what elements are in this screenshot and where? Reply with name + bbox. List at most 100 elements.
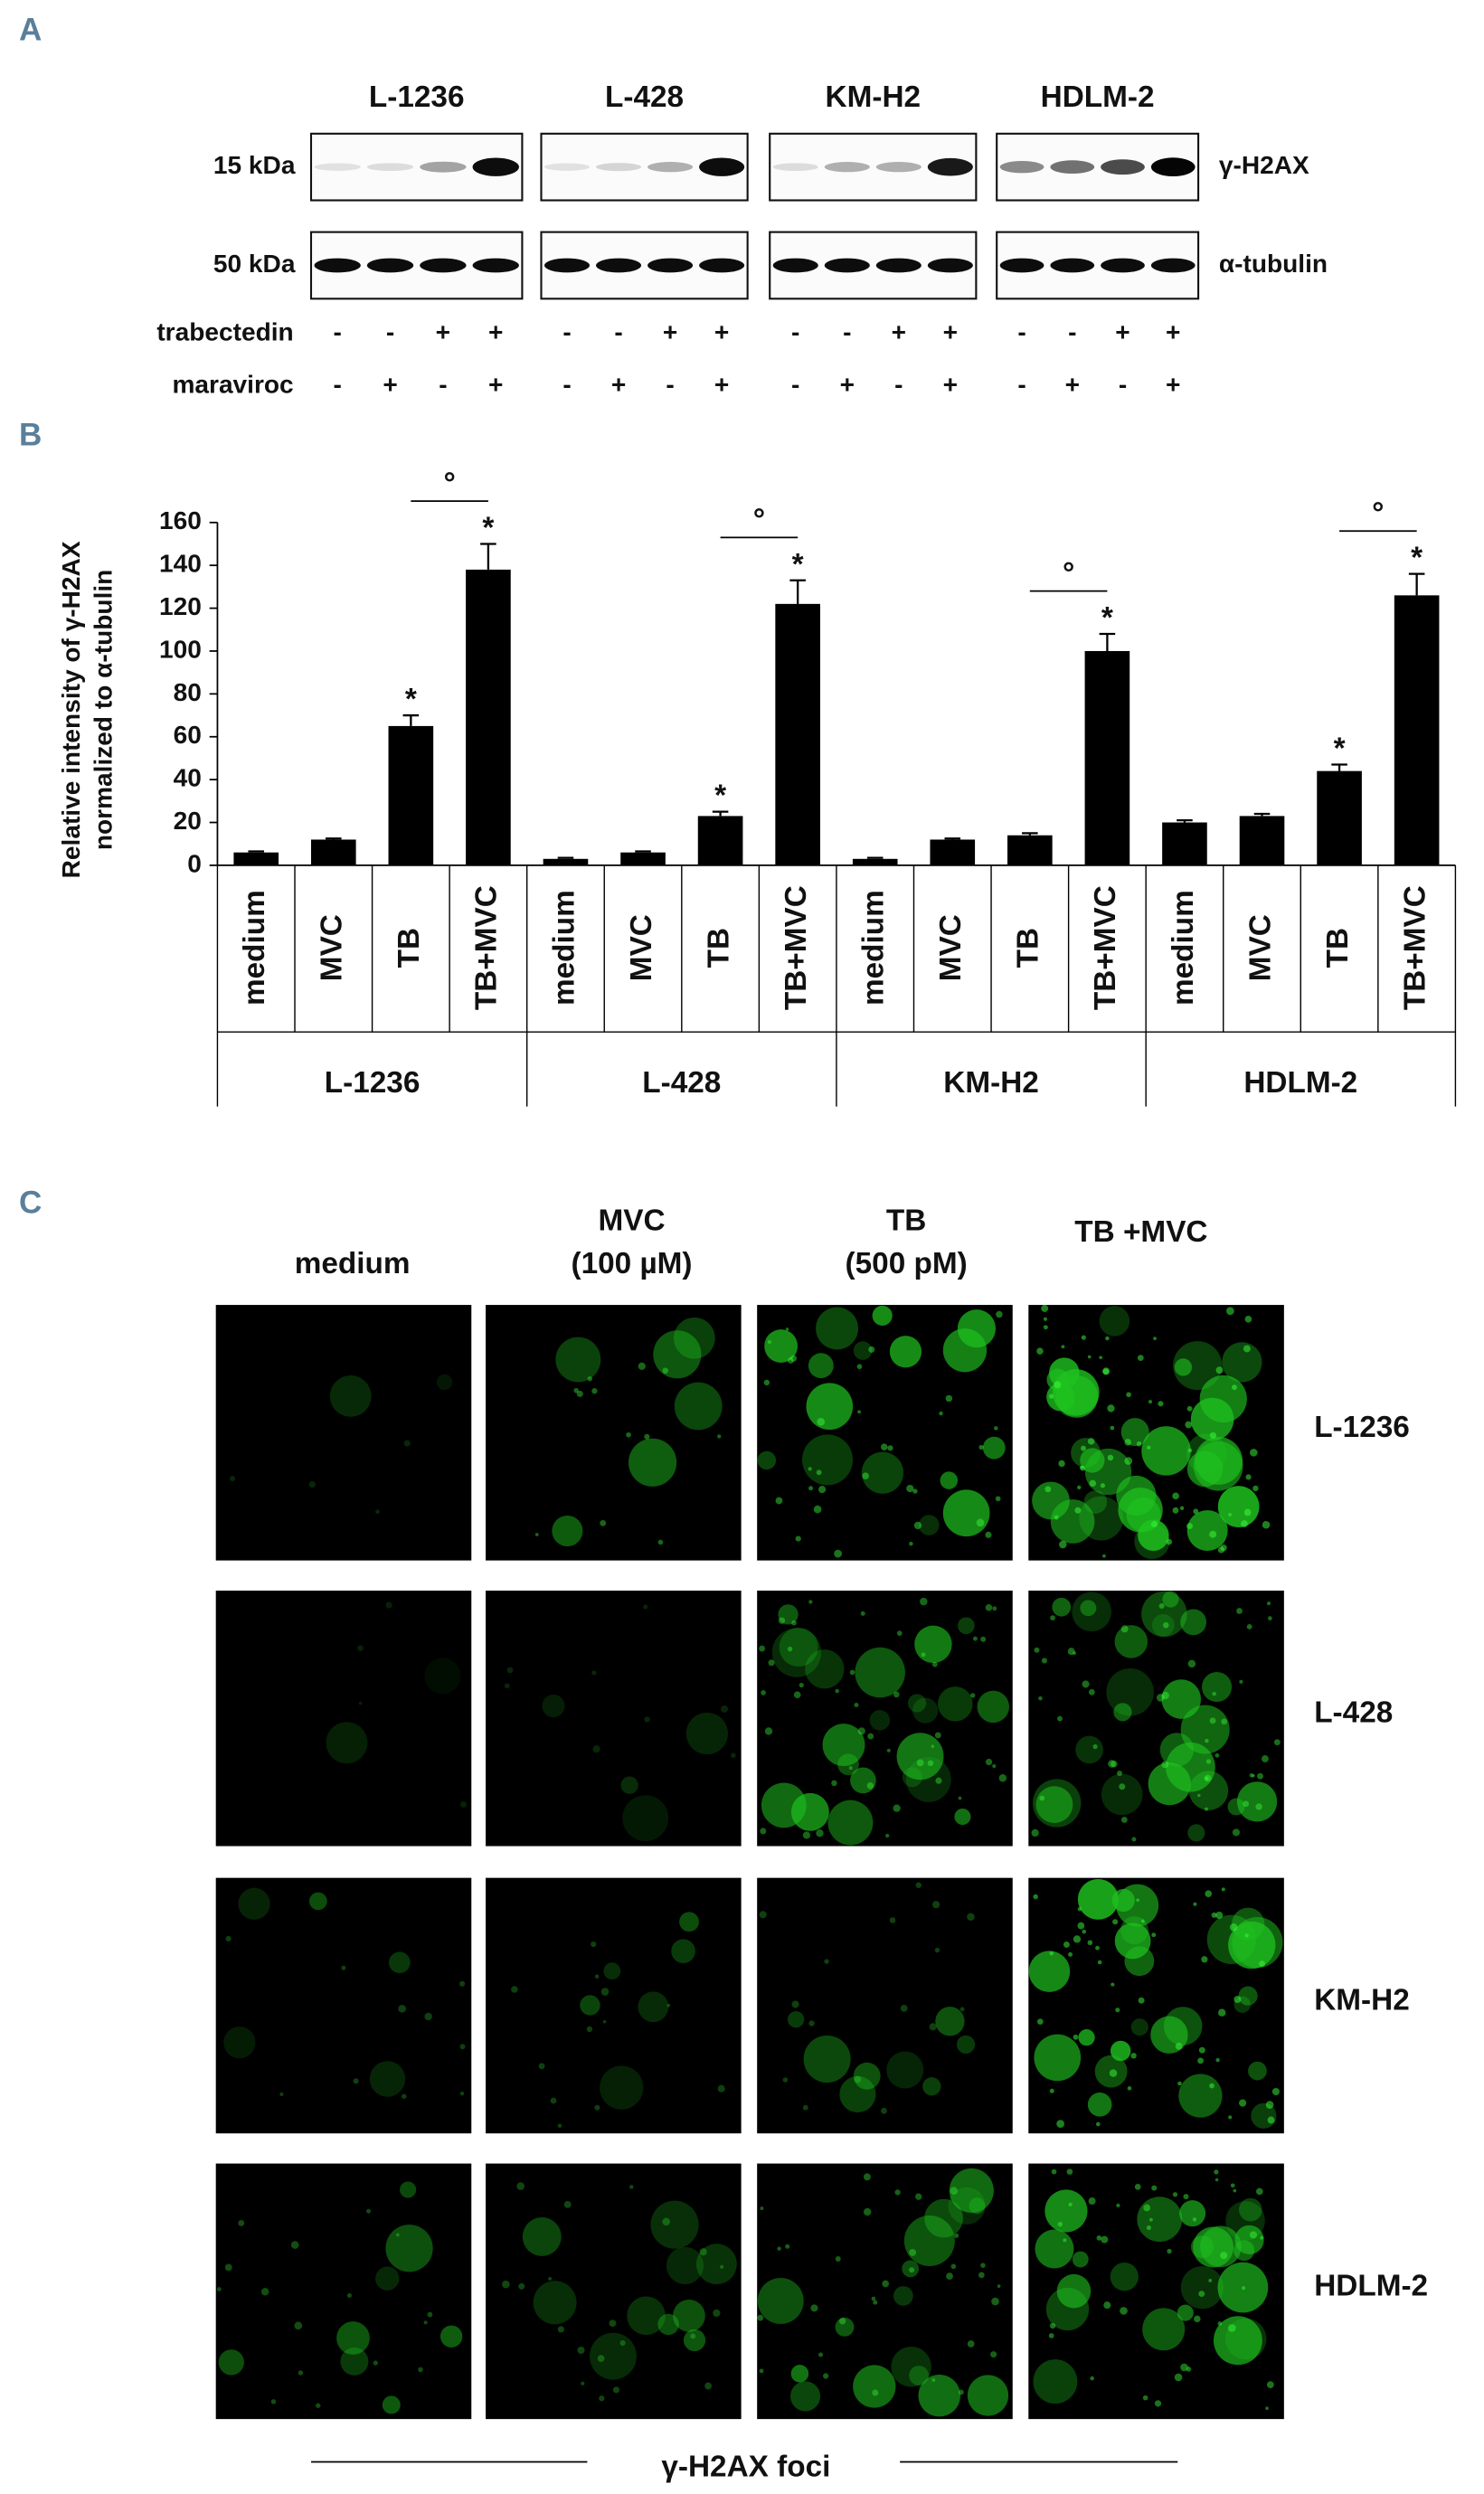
focus [511,1986,518,1993]
nucleus [1114,1625,1148,1658]
focus [1111,1761,1118,1768]
focus [731,1752,736,1759]
focus [1241,1520,1248,1527]
focus [1205,1890,1213,1898]
focus [1201,1956,1208,1963]
focus [862,1472,869,1480]
focus [1186,1523,1193,1530]
focus [713,2309,721,2318]
bar [1007,835,1053,865]
column-header: medium [295,1247,411,1280]
y-axis-label: normalized to α-tubulin [89,570,117,851]
nucleus [1177,2304,1194,2321]
focus [1158,1401,1164,1407]
nucleus [1159,1733,1195,1767]
focus [1088,2197,1096,2206]
blot-band [875,258,922,273]
nucleus [628,1438,677,1487]
nucleus [638,1991,669,2023]
focus [1193,1508,1199,1515]
y-tick-label: 60 [174,721,202,749]
nucleus [957,1309,997,1348]
focus [824,1959,829,1964]
focus [1228,2115,1233,2120]
focus [1221,1887,1225,1892]
focus [818,1485,827,1494]
nucleus [695,2244,737,2285]
nucleus [1141,1591,1187,1638]
treatment-sign: + [943,370,958,398]
nucleus [827,1800,874,1846]
focus [586,2026,593,2033]
treatment-sign: + [436,317,450,345]
cell-line-label: HDLM-2 [1041,80,1155,114]
nucleus [1193,2226,1234,2268]
focus [357,1645,364,1652]
blot-band [699,157,745,176]
focus [912,1488,918,1494]
nucleus [855,1647,905,1698]
focus [991,2297,999,2306]
focus [1081,1335,1086,1340]
treatment-sign: - [1017,317,1026,345]
focus [1148,2217,1153,2222]
focus [997,2284,1001,2289]
focus [1245,1474,1252,1480]
focus [538,2063,545,2070]
focus [1205,1759,1212,1764]
nucleus [622,1795,669,1842]
focus [934,1947,940,1953]
treatment-sign: + [840,370,855,398]
nucleus [922,2077,941,2096]
bar [775,603,820,865]
bar [1317,770,1362,865]
nucleus [1035,2229,1074,2269]
focus [823,2373,829,2379]
nucleus [924,2198,963,2238]
x-tick-label: medium [238,890,271,1006]
focus [1250,1449,1258,1457]
focus [1204,1807,1208,1811]
focus [591,1670,597,1676]
nucleus [805,1649,845,1689]
focus [1265,2101,1274,2109]
nucleus [1180,1609,1207,1636]
focus [638,1362,646,1370]
focus [1063,1941,1070,1948]
blot-band [472,258,519,273]
focus [893,1691,900,1698]
focus [395,2233,400,2237]
focus [764,1727,773,1735]
bar [697,816,743,865]
nucleus [893,2286,913,2306]
error-bar [557,856,574,859]
nucleus [1187,1824,1205,1842]
nucleus [650,2200,699,2249]
nucleus [764,1329,799,1363]
focus [534,1533,539,1536]
focus [1082,1680,1090,1688]
significance-star: * [405,683,417,716]
focus [788,1357,794,1364]
focus [1049,1951,1054,1956]
focus [1057,2221,1063,2227]
nucleus [1180,1705,1230,1754]
focus [1242,2286,1246,2291]
x-tick-label: MVC [934,914,968,981]
focus [915,2193,922,2200]
nucleus [679,1912,699,1932]
focus [789,1355,798,1362]
focus [1073,1935,1082,1943]
focus [459,2044,466,2050]
nucleus [918,1515,940,1535]
focus [563,2200,572,2208]
focus [1236,1608,1243,1614]
focus [1087,1438,1095,1445]
nucleus [1080,1600,1097,1617]
bar [310,839,356,865]
column-header: (500 pM) [846,1247,968,1280]
micrograph [486,2163,742,2420]
focus [793,1691,801,1699]
focus [1205,1776,1209,1781]
